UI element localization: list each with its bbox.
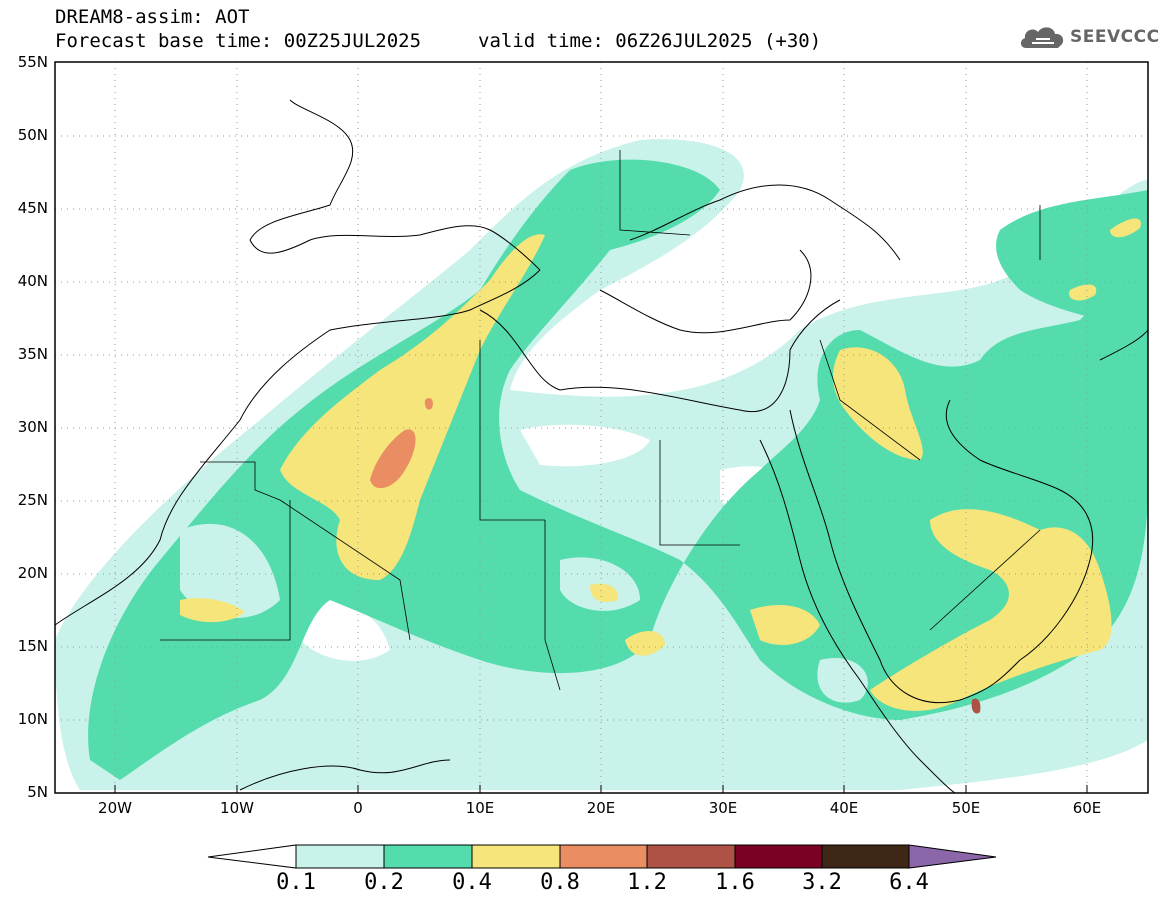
colorbar [207,844,997,869]
colorbar-swatch-3.2 [821,844,910,869]
lon-label: 30E [708,799,738,817]
lon-label: 10E [465,799,495,817]
colorbar-swatch-1.6 [734,844,823,869]
borders [160,150,1041,691]
colorbar-swatch-0.1 [295,844,385,869]
lat-label: 20N [17,564,48,582]
title-variable: DREAM8-assim: AOT [55,6,250,28]
seevccc-logo: SEEVCCC [1018,22,1160,52]
colorbar-label: 6.4 [889,870,929,895]
colorbar-swatch-0.4 [471,844,561,869]
colorbar-swatch-1.2 [646,844,736,869]
graticule [55,62,1148,793]
colorbar-over-arrow [908,844,997,869]
lat-label: 15N [17,637,48,655]
title-valid-time: valid time: 06Z26JUL2025 (+30) [478,30,822,52]
lat-label: 25N [17,491,48,509]
lon-label: 60E [1072,799,1102,817]
lat-label: 5N [27,783,48,801]
lon-label: 20W [98,799,132,817]
lat-label: 10N [17,710,48,728]
colorbar-label: 0.1 [276,870,316,895]
colorbar-swatch-0.8 [559,844,648,869]
colorbar-label: 0.2 [364,870,404,895]
lat-label: 55N [17,53,48,71]
aot-level-0.4 [280,234,545,580]
colorbar-swatch-0.2 [383,844,473,869]
lat-label: 35N [17,345,48,363]
lon-label: 10W [220,799,254,817]
colorbar-under-arrow [207,844,297,869]
lat-label: 50N [17,126,48,144]
cloud-icon [1020,27,1064,48]
colorbar-label: 0.8 [540,870,580,895]
lat-label: 40N [17,272,48,290]
lon-label: 40E [829,799,859,817]
lat-label: 30N [17,418,48,436]
coastlines [55,99,1148,793]
aot-level-0.2 [88,159,1148,780]
colorbar-label: 1.6 [715,870,755,895]
lat-label: 45N [17,199,48,217]
logo-text: SEEVCCC [1070,27,1160,47]
lon-label: 50E [951,799,981,817]
colorbar-label: 3.2 [802,870,842,895]
title-base-time: Forecast base time: 00Z25JUL2025 [55,30,422,52]
aot-level-0.8 [370,429,416,489]
lon-label: 0 [353,799,363,817]
colorbar-label: 0.4 [452,870,492,895]
colorbar-label: 1.2 [627,870,667,895]
lon-label: 20E [586,799,616,817]
